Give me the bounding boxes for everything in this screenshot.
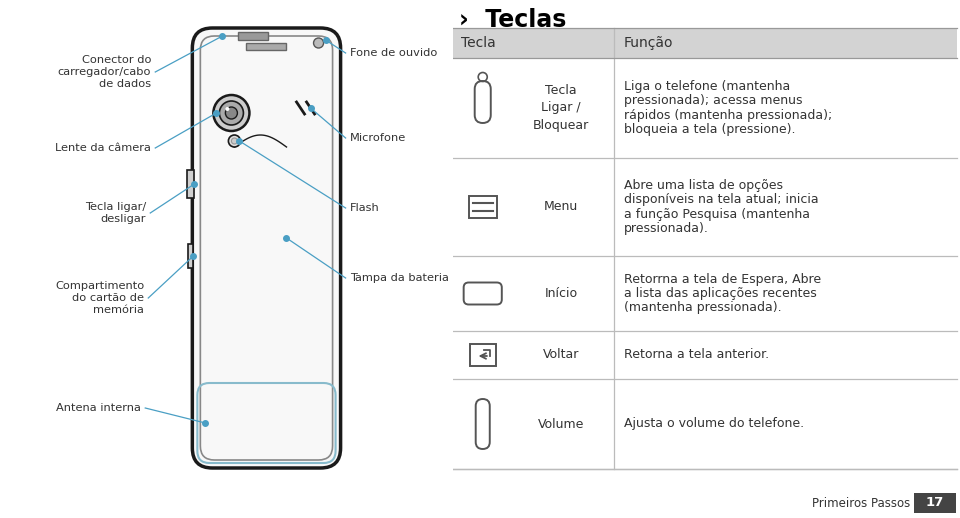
Bar [469, 344, 495, 366]
Text: Compartimento
do cartão de
memória: Compartimento do cartão de memória [55, 281, 144, 314]
Circle shape [314, 38, 324, 48]
Bar [453, 379, 957, 469]
Text: Ajusta o volume do telefone.: Ajusta o volume do telefone. [624, 418, 804, 430]
Text: Retorna a tela anterior.: Retorna a tela anterior. [624, 349, 769, 362]
Text: bloqueia a tela (pressione).: bloqueia a tela (pressione). [624, 123, 795, 136]
Text: pressionada); acessa menus: pressionada); acessa menus [624, 94, 803, 107]
Text: a lista das aplicações recentes: a lista das aplicações recentes [624, 287, 817, 300]
Text: Lente da câmera: Lente da câmera [56, 143, 152, 153]
Bar [453, 58, 957, 158]
Bar [188, 244, 193, 268]
Text: Início: Início [544, 287, 578, 300]
Text: 17: 17 [925, 496, 944, 510]
Circle shape [228, 135, 240, 147]
Text: Tampa da bateria: Tampa da bateria [349, 273, 448, 283]
Text: Flash: Flash [349, 203, 379, 213]
Text: Abre uma lista de opções: Abre uma lista de opções [624, 179, 782, 192]
Circle shape [226, 107, 237, 119]
Bar [453, 331, 957, 379]
Circle shape [220, 101, 244, 125]
Text: Volume: Volume [538, 418, 585, 430]
Text: Menu: Menu [544, 200, 578, 213]
Circle shape [213, 95, 250, 131]
Text: disponíveis na tela atual; inicia: disponíveis na tela atual; inicia [624, 193, 818, 206]
FancyBboxPatch shape [201, 36, 332, 460]
Text: Função: Função [624, 36, 673, 50]
Bar [453, 256, 957, 331]
Bar [453, 28, 957, 58]
Text: Primeiros Passos: Primeiros Passos [811, 497, 910, 510]
Text: Tecla: Tecla [461, 36, 496, 50]
Text: Voltar: Voltar [542, 349, 579, 362]
Text: Antena interna: Antena interna [57, 403, 141, 413]
Text: Fone de ouvido: Fone de ouvido [349, 48, 437, 58]
Bar [453, 158, 957, 256]
Text: pressionada).: pressionada). [624, 222, 708, 235]
Text: Liga o telefone (mantenha: Liga o telefone (mantenha [624, 80, 790, 93]
Bar [238, 32, 269, 40]
Bar [914, 493, 956, 513]
Circle shape [226, 107, 229, 111]
Text: a função Pesquisa (mantenha: a função Pesquisa (mantenha [624, 208, 809, 221]
Text: Tecla
Ligar /
Bloquear: Tecla Ligar / Bloquear [533, 84, 589, 132]
Bar [247, 43, 286, 50]
Text: Conector do
carregador/cabo
de dados: Conector do carregador/cabo de dados [58, 55, 152, 89]
Text: Microfone: Microfone [349, 133, 406, 143]
Text: Retorrna a tela de Espera, Abre: Retorrna a tela de Espera, Abre [624, 272, 821, 285]
FancyBboxPatch shape [192, 28, 341, 468]
Circle shape [231, 138, 237, 144]
Bar [187, 170, 194, 198]
Text: rápidos (mantenha pressionada);: rápidos (mantenha pressionada); [624, 109, 832, 122]
Text: ›  Teclas: › Teclas [459, 8, 566, 32]
Text: (mantenha pressionada).: (mantenha pressionada). [624, 301, 781, 314]
Bar [468, 196, 496, 218]
Text: Tecla ligar/
desligar: Tecla ligar/ desligar [85, 202, 146, 224]
